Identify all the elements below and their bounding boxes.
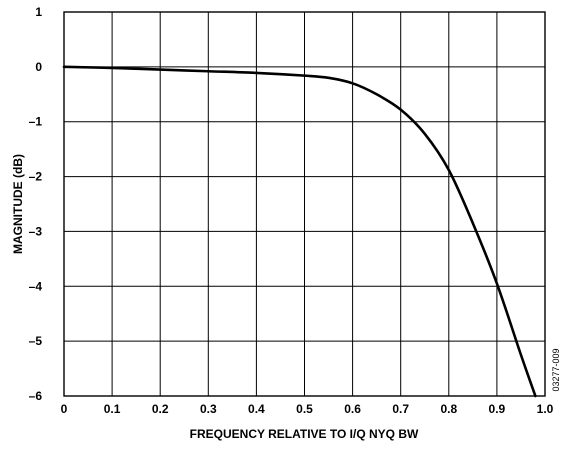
y-tick-label: –1 — [29, 115, 43, 129]
x-tick-label: 0.7 — [392, 402, 409, 416]
x-tick-label: 0.2 — [152, 402, 169, 416]
plot-frame — [63, 11, 546, 397]
grid-lines — [64, 12, 545, 396]
y-tick-label: 0 — [35, 60, 42, 74]
x-tick-labels: 0 0.1 0.2 0.3 0.4 0.5 0.6 0.7 0.8 0.9 1.0 — [61, 402, 554, 416]
x-tick-label: 0.9 — [489, 402, 506, 416]
x-tick-label: 0.5 — [296, 402, 313, 416]
x-tick-label: 0.4 — [248, 402, 265, 416]
y-tick-label: –6 — [29, 389, 43, 403]
y-tick-label: 1 — [35, 5, 42, 19]
x-tick-label: 0.8 — [440, 402, 457, 416]
x-tick-label: 0.3 — [200, 402, 217, 416]
y-tick-label: –4 — [29, 279, 43, 293]
figure-code-label: 03277-009 — [551, 348, 561, 391]
x-tick-label: 0.6 — [344, 402, 361, 416]
y-tick-label: –3 — [29, 224, 43, 238]
y-tick-label: –2 — [29, 170, 43, 184]
x-tick-label: 1.0 — [537, 402, 554, 416]
y-tick-labels: 1 0 –1 –2 –3 –4 –5 –6 — [29, 5, 43, 403]
y-axis-title: MAGNITUDE (dB) — [11, 154, 25, 254]
y-tick-label: –5 — [29, 334, 43, 348]
x-tick-label: 0.1 — [104, 402, 121, 416]
series-line — [62, 65, 537, 398]
x-axis-title: FREQUENCY RELATIVE TO I/Q NYQ BW — [190, 427, 419, 441]
x-tick-label: 0 — [61, 402, 68, 416]
